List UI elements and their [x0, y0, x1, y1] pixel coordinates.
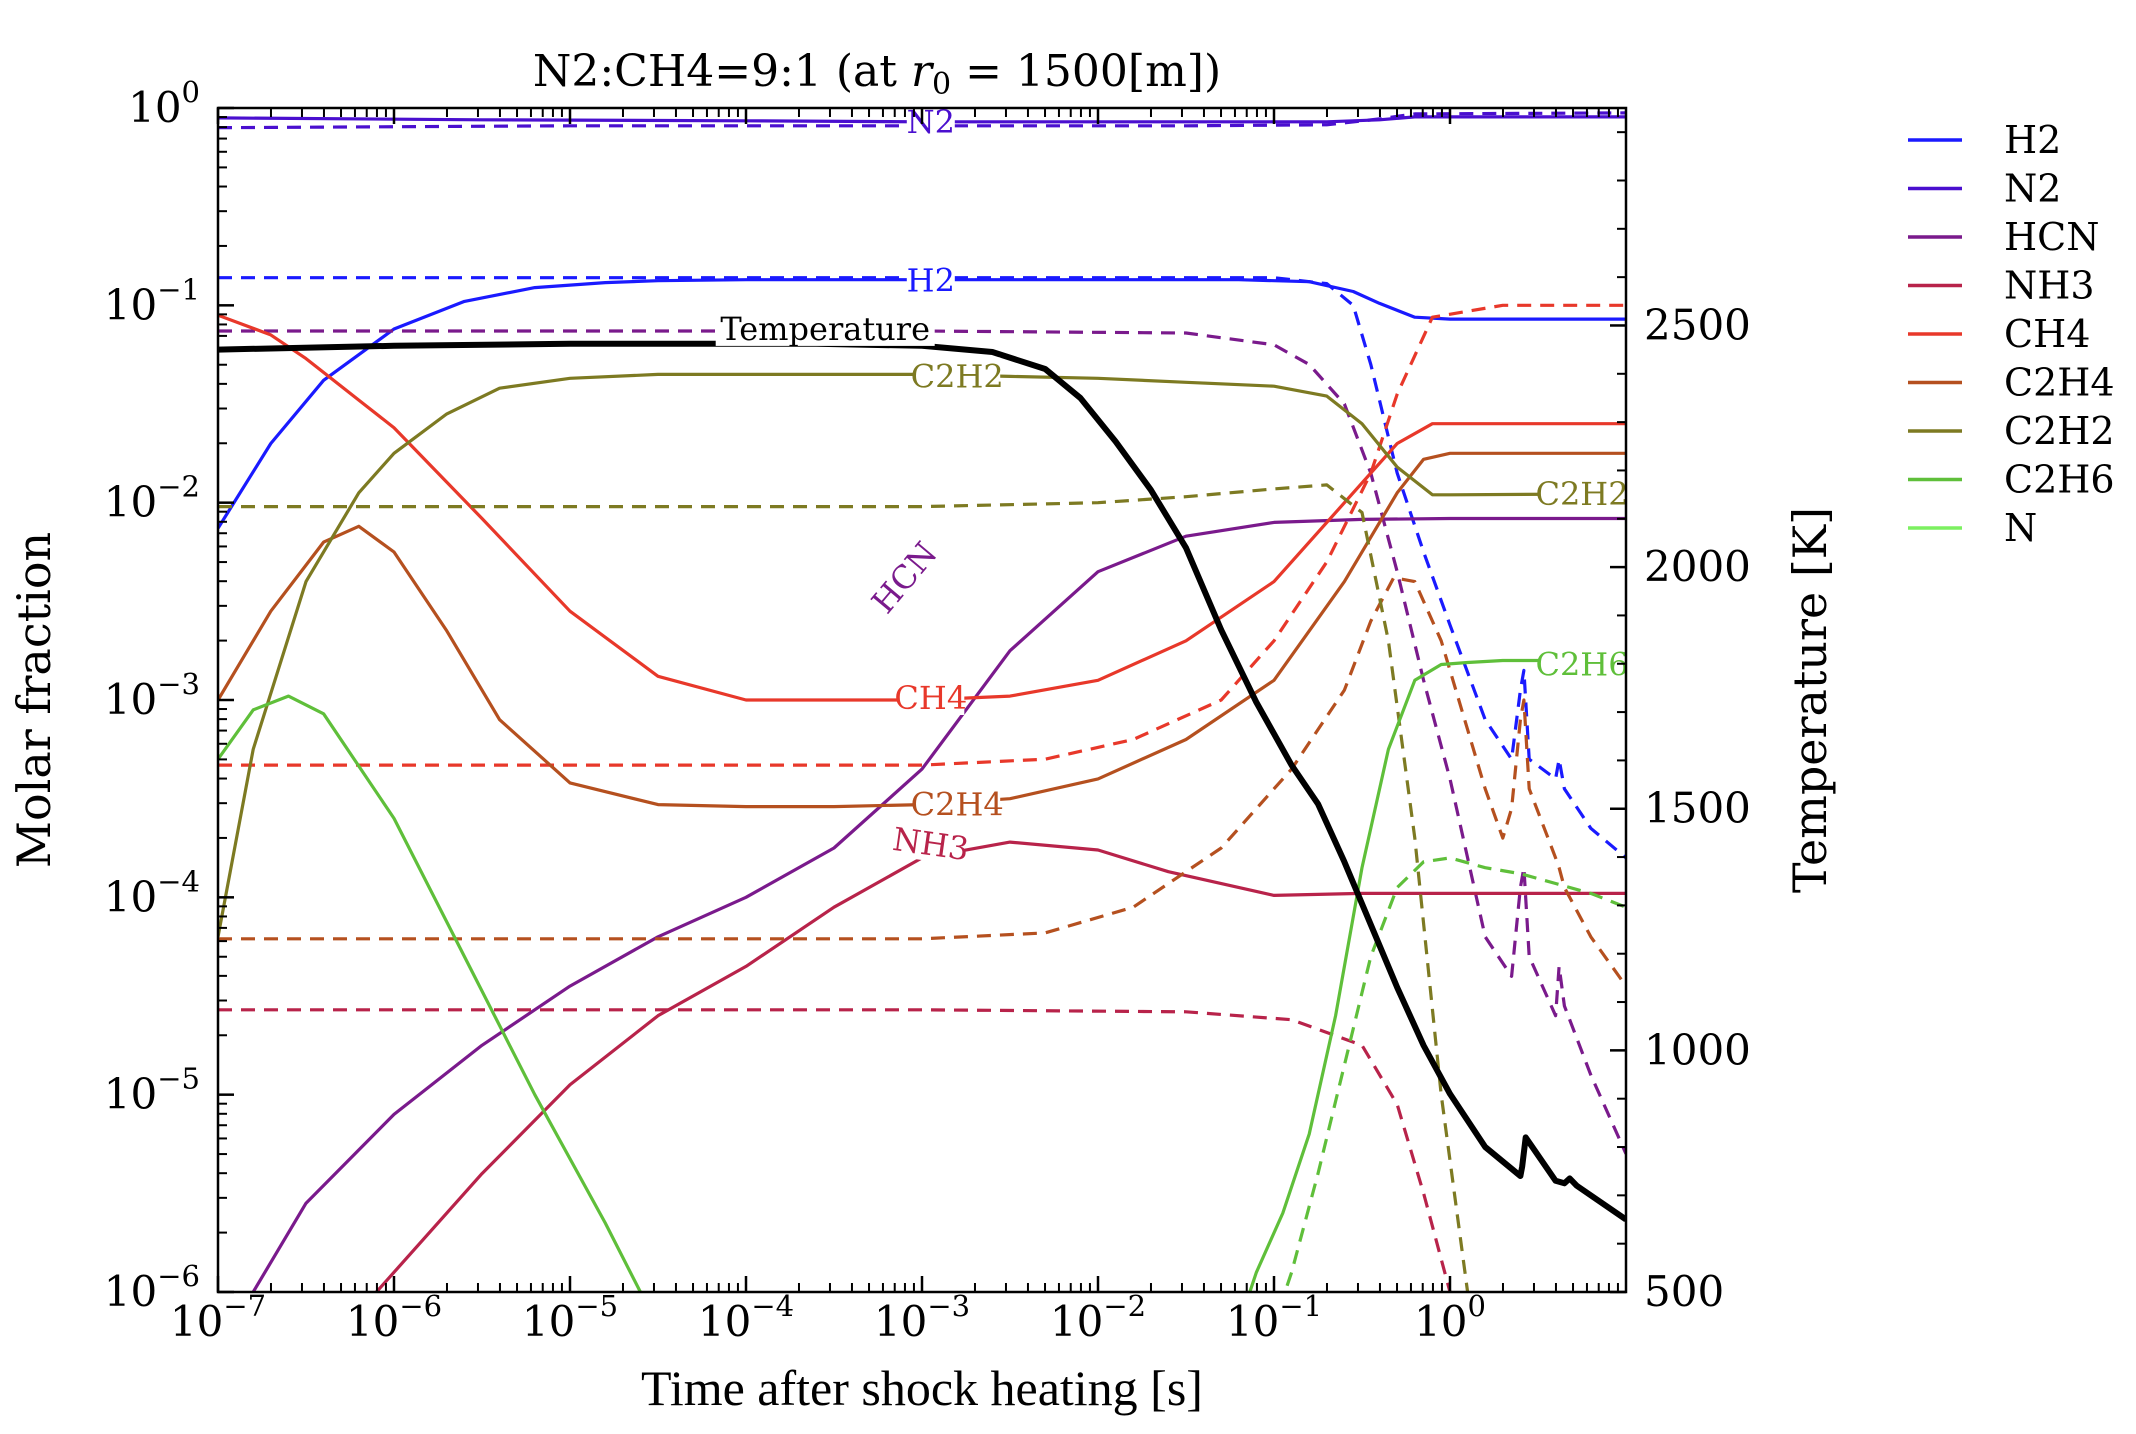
inline-label-bg-4: [1539, 474, 1625, 511]
inline-label-bg-6: [897, 679, 965, 715]
series-c2h2-solid-12: [218, 372, 1626, 938]
x-tick-label-6: 10−1: [1226, 1289, 1322, 1346]
y-tick-label-5: 10−5: [104, 1062, 200, 1119]
inline-label-temperature: Temperature: [720, 310, 930, 348]
inline-label-group-6: CH4: [894, 679, 967, 717]
chart-title: N2:CH4=9:1 (at r0 = 1500[m]): [533, 46, 1221, 102]
series-c2h6-dashed-16: [1283, 856, 1626, 1292]
inline-label-hcn: HCN: [864, 535, 945, 621]
series-layer: [218, 111, 1626, 1292]
inline-label-nh3: NH3: [890, 820, 971, 868]
series-ch4-dashed-9: [218, 303, 1626, 767]
legend-label-n: N: [2004, 506, 2037, 550]
y-axis-right: 2500 2000 1500 1000 500: [1610, 131, 1751, 1316]
y-axis-left-label: Molar fraction: [7, 532, 61, 868]
y-tick-label-6: 10−6: [104, 1259, 200, 1316]
inline-label-c2h6: C2H6: [1535, 646, 1628, 684]
x-tick-label-2: 10−5: [522, 1289, 618, 1346]
y-axis-right-label: Temperature [K]: [1783, 507, 1837, 893]
inline-label-bg-8: [914, 785, 1001, 822]
inline-label-group-7: HCN: [864, 535, 945, 621]
x-tick-label-4: 10−3: [874, 1289, 970, 1346]
inline-label-group-9: NH3: [890, 820, 971, 868]
inline-label-c2h2: C2H2: [1535, 475, 1628, 513]
series-c2h4-solid-10: [218, 451, 1626, 809]
inline-label-bg-7: [868, 539, 939, 615]
y-right-tick-label-2: 1500: [1644, 784, 1751, 833]
series-c2h6-solid-15: [1248, 658, 1626, 1292]
legend-label-n2: N2: [2004, 167, 2061, 211]
series-c2h2-dashed-13: [218, 483, 1470, 1292]
y-right-tick-label-0: 2500: [1644, 300, 1751, 349]
inline-label-group-8: C2H4: [911, 785, 1004, 824]
x-tick-label-5: 10−2: [1050, 1289, 1146, 1346]
x-axis: 10−7 10−6 10−5 10−4 10−3 10−2 10−1 100: [170, 108, 1619, 1346]
y-tick-label-4: 10−4: [104, 864, 200, 921]
y-right-tick-label-4: 500: [1644, 1267, 1724, 1316]
series-c2h4-dashed-11: [218, 576, 1626, 988]
x-axis-label: Time after shock heating [s]: [641, 1360, 1203, 1416]
legend-label-c2h4: C2H4: [2004, 361, 2115, 405]
inline-label-group-5: C2H6: [1535, 645, 1629, 684]
inline-label-group-4: C2H2: [1535, 474, 1629, 513]
y-right-tick-label-3: 1000: [1644, 1025, 1751, 1074]
inline-label-bg-1: [906, 261, 955, 298]
y-right-tick-label-1: 2000: [1644, 542, 1751, 591]
y-tick-label-1: 10−1: [104, 272, 200, 329]
series-nh3-dashed-7: [218, 1008, 1452, 1292]
inline-label-group-2: Temperature: [715, 309, 935, 348]
series-h2-dashed-1: [218, 276, 1626, 860]
x-tick-label-7: 100: [1414, 1289, 1486, 1346]
inline-label-bg-2: [715, 309, 935, 346]
series-n2-dashed-3: [218, 111, 1626, 130]
inline-label-h2: H2: [907, 262, 955, 300]
legend-label-c2h2: C2H2: [2004, 409, 2115, 453]
inline-label-c2h4: C2H4: [911, 786, 1004, 824]
series-hcn-solid-4: [251, 516, 1626, 1292]
legend-label-hcn: HCN: [2004, 215, 2099, 259]
y-axis-left: 100 10−1 10−2 10−3 10−4 10−5 10−6: [104, 75, 234, 1316]
x-tick-label-1: 10−6: [346, 1289, 442, 1346]
inline-label-ch4: CH4: [894, 679, 967, 717]
x-tick-label-3: 10−4: [698, 1289, 794, 1346]
series-hcn-dashed-5: [218, 329, 1626, 1155]
inline-label-bg-3: [914, 357, 1001, 394]
legend-label-h2: H2: [2004, 118, 2061, 162]
y-tick-label-3: 10−3: [104, 667, 200, 724]
series-ch4-solid-8: [218, 313, 1626, 702]
inline-label-c2h2: C2H2: [911, 357, 1004, 395]
y-tick-label-2: 10−2: [104, 470, 200, 527]
series-nh3-solid-6: [375, 840, 1626, 1292]
legend-label-c2h6: C2H6: [2004, 458, 2115, 502]
inline-label-bg-9: [895, 820, 967, 866]
legend-label-ch4: CH4: [2004, 312, 2090, 356]
y-tick-label-0: 100: [128, 75, 200, 132]
series-c2h6-solid-14: [218, 694, 643, 1292]
inline-label-group-3: C2H2: [911, 357, 1004, 395]
inline-label-group-1: H2: [906, 261, 955, 300]
legend-label-nh3: NH3: [2004, 264, 2095, 308]
inline-label-bg-5: [1539, 645, 1625, 682]
x-tick-label-0: 10−7: [170, 1289, 266, 1346]
